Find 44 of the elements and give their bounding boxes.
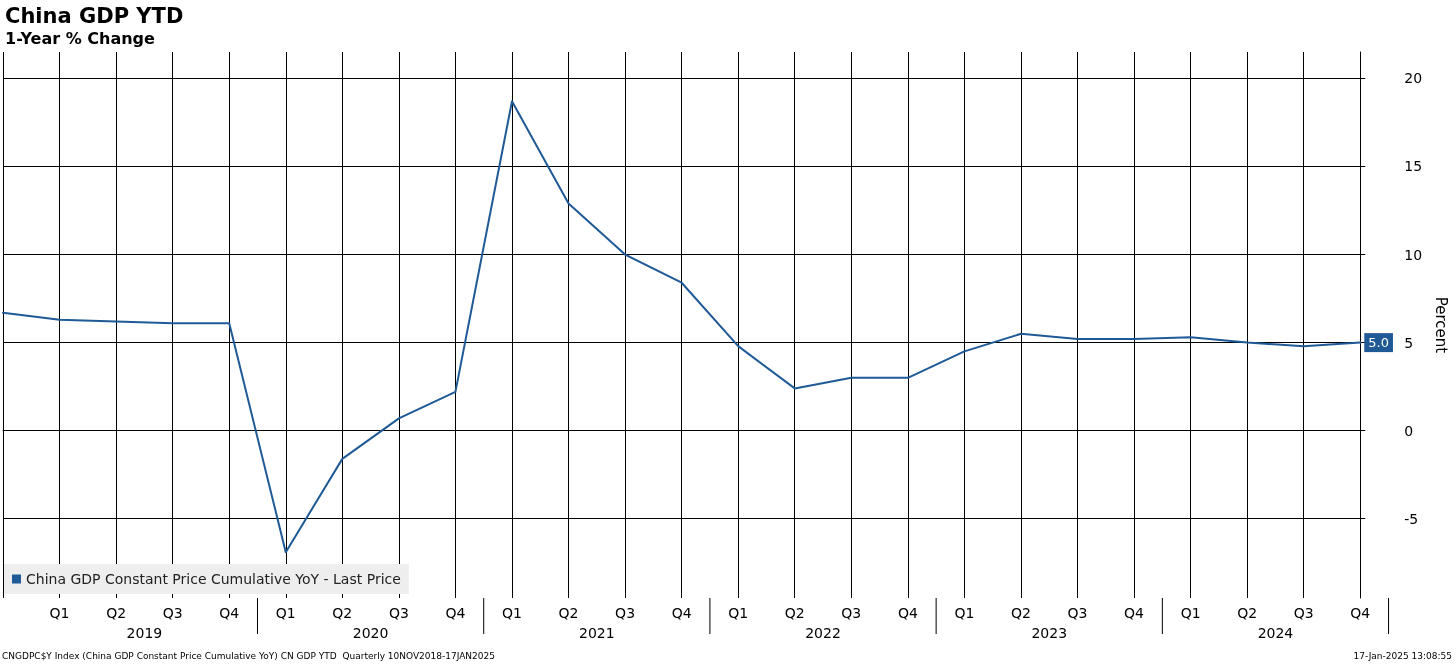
x-tick-label: Q3 <box>1067 605 1088 621</box>
x-tick-label: Q2 <box>558 605 579 621</box>
chart-title: China GDP YTD <box>5 3 184 28</box>
x-tick-label: Q3 <box>388 605 409 621</box>
x-tick-label: Q2 <box>332 605 353 621</box>
line-series <box>2 100 1362 554</box>
x-tick-label: Q2 <box>784 605 805 621</box>
x-tick-label: Q1 <box>1180 605 1201 621</box>
x-tick-label: Q3 <box>841 605 862 621</box>
x-tick-label: Q1 <box>49 605 70 621</box>
x-tick-label: Q3 <box>615 605 636 621</box>
x-tick-label: Q3 <box>162 605 183 621</box>
x-tick-label: Q4 <box>897 605 918 621</box>
y-tick-label: -5 <box>1404 510 1419 527</box>
y-tick-label: 20 <box>1404 70 1423 87</box>
y-tick-label: 5 <box>1404 334 1414 351</box>
text: 2023 <box>1031 625 1068 641</box>
text: 2021 <box>578 625 615 641</box>
x-tick-label: Q4 <box>219 605 240 621</box>
chart-subtitle: 1-Year % Change <box>5 28 156 48</box>
y-tick-label: 15 <box>1404 158 1423 175</box>
data-label: 5.0 <box>1368 335 1389 351</box>
x-tick-label: Q2 <box>1011 605 1031 621</box>
x-tick-label: Q1 <box>954 605 975 621</box>
y-tick-label: 10 <box>1404 246 1423 263</box>
text: 2020 <box>352 625 389 641</box>
x-tick-label: Q4 <box>445 605 466 621</box>
x-tick-label: Q2 <box>1237 605 1258 621</box>
x-tick-label: Q1 <box>502 605 522 621</box>
y-tick-label: 0 <box>1404 422 1414 439</box>
text: 2019 <box>126 625 163 641</box>
text: CNGDPC$Y Index (China GDP Constant Price Cumulative YoY) CN GDP YTD Quarterly 10NOV2018-17JAN2025 <box>2 650 496 661</box>
x-tick-label: Q3 <box>1293 605 1314 621</box>
text: 2022 <box>805 625 841 641</box>
x-tick-label: Q1 <box>728 605 749 621</box>
y-axis-title: Percent <box>1431 296 1450 354</box>
x-tick-label: Q4 <box>1350 605 1371 621</box>
x-tick-label: Q4 <box>671 605 692 621</box>
x-tick-label: Q2 <box>106 605 127 621</box>
legend-label: China GDP Constant Price Cumulative YoY - Last Price <box>26 571 401 587</box>
text: 2024 <box>1257 625 1294 641</box>
x-tick-label: Q4 <box>1124 605 1145 621</box>
x-tick-label: Q1 <box>275 605 296 621</box>
text: 17-Jan-2025 13:08:55 <box>1353 650 1452 661</box>
